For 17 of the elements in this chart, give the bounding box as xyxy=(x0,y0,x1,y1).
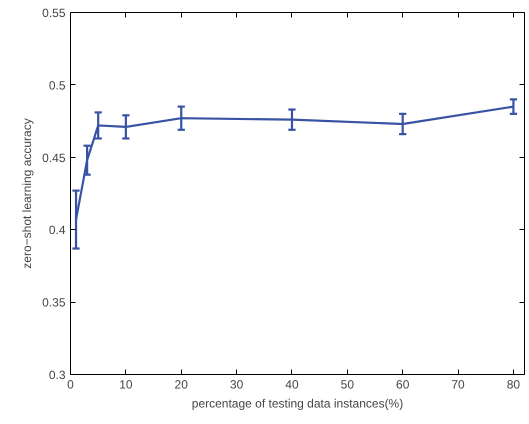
y-axis-title: zero−shot learning accuracy xyxy=(20,118,34,269)
y-tick-label: 0.35 xyxy=(42,296,66,310)
y-tick-label: 0.3 xyxy=(48,368,66,382)
y-tick-label: 0.45 xyxy=(42,150,66,165)
x-tick-label: 0 xyxy=(67,378,74,392)
x-tick-label: 40 xyxy=(285,378,299,392)
x-tick-label: 70 xyxy=(451,378,466,392)
x-axis-title: percentage of testing data instances(%) xyxy=(192,396,404,410)
y-tick-label: 0.4 xyxy=(48,223,66,238)
y-tick-label: 0.55 xyxy=(42,6,66,20)
x-tick-label: 10 xyxy=(119,378,133,392)
y-tick-label: 0.5 xyxy=(48,78,66,92)
x-tick-label: 80 xyxy=(506,378,520,392)
x-tick-label: 60 xyxy=(396,378,410,392)
x-tick-label: 50 xyxy=(340,378,354,392)
x-tick-label: 20 xyxy=(174,378,188,392)
x-tick-label: 30 xyxy=(230,378,244,392)
